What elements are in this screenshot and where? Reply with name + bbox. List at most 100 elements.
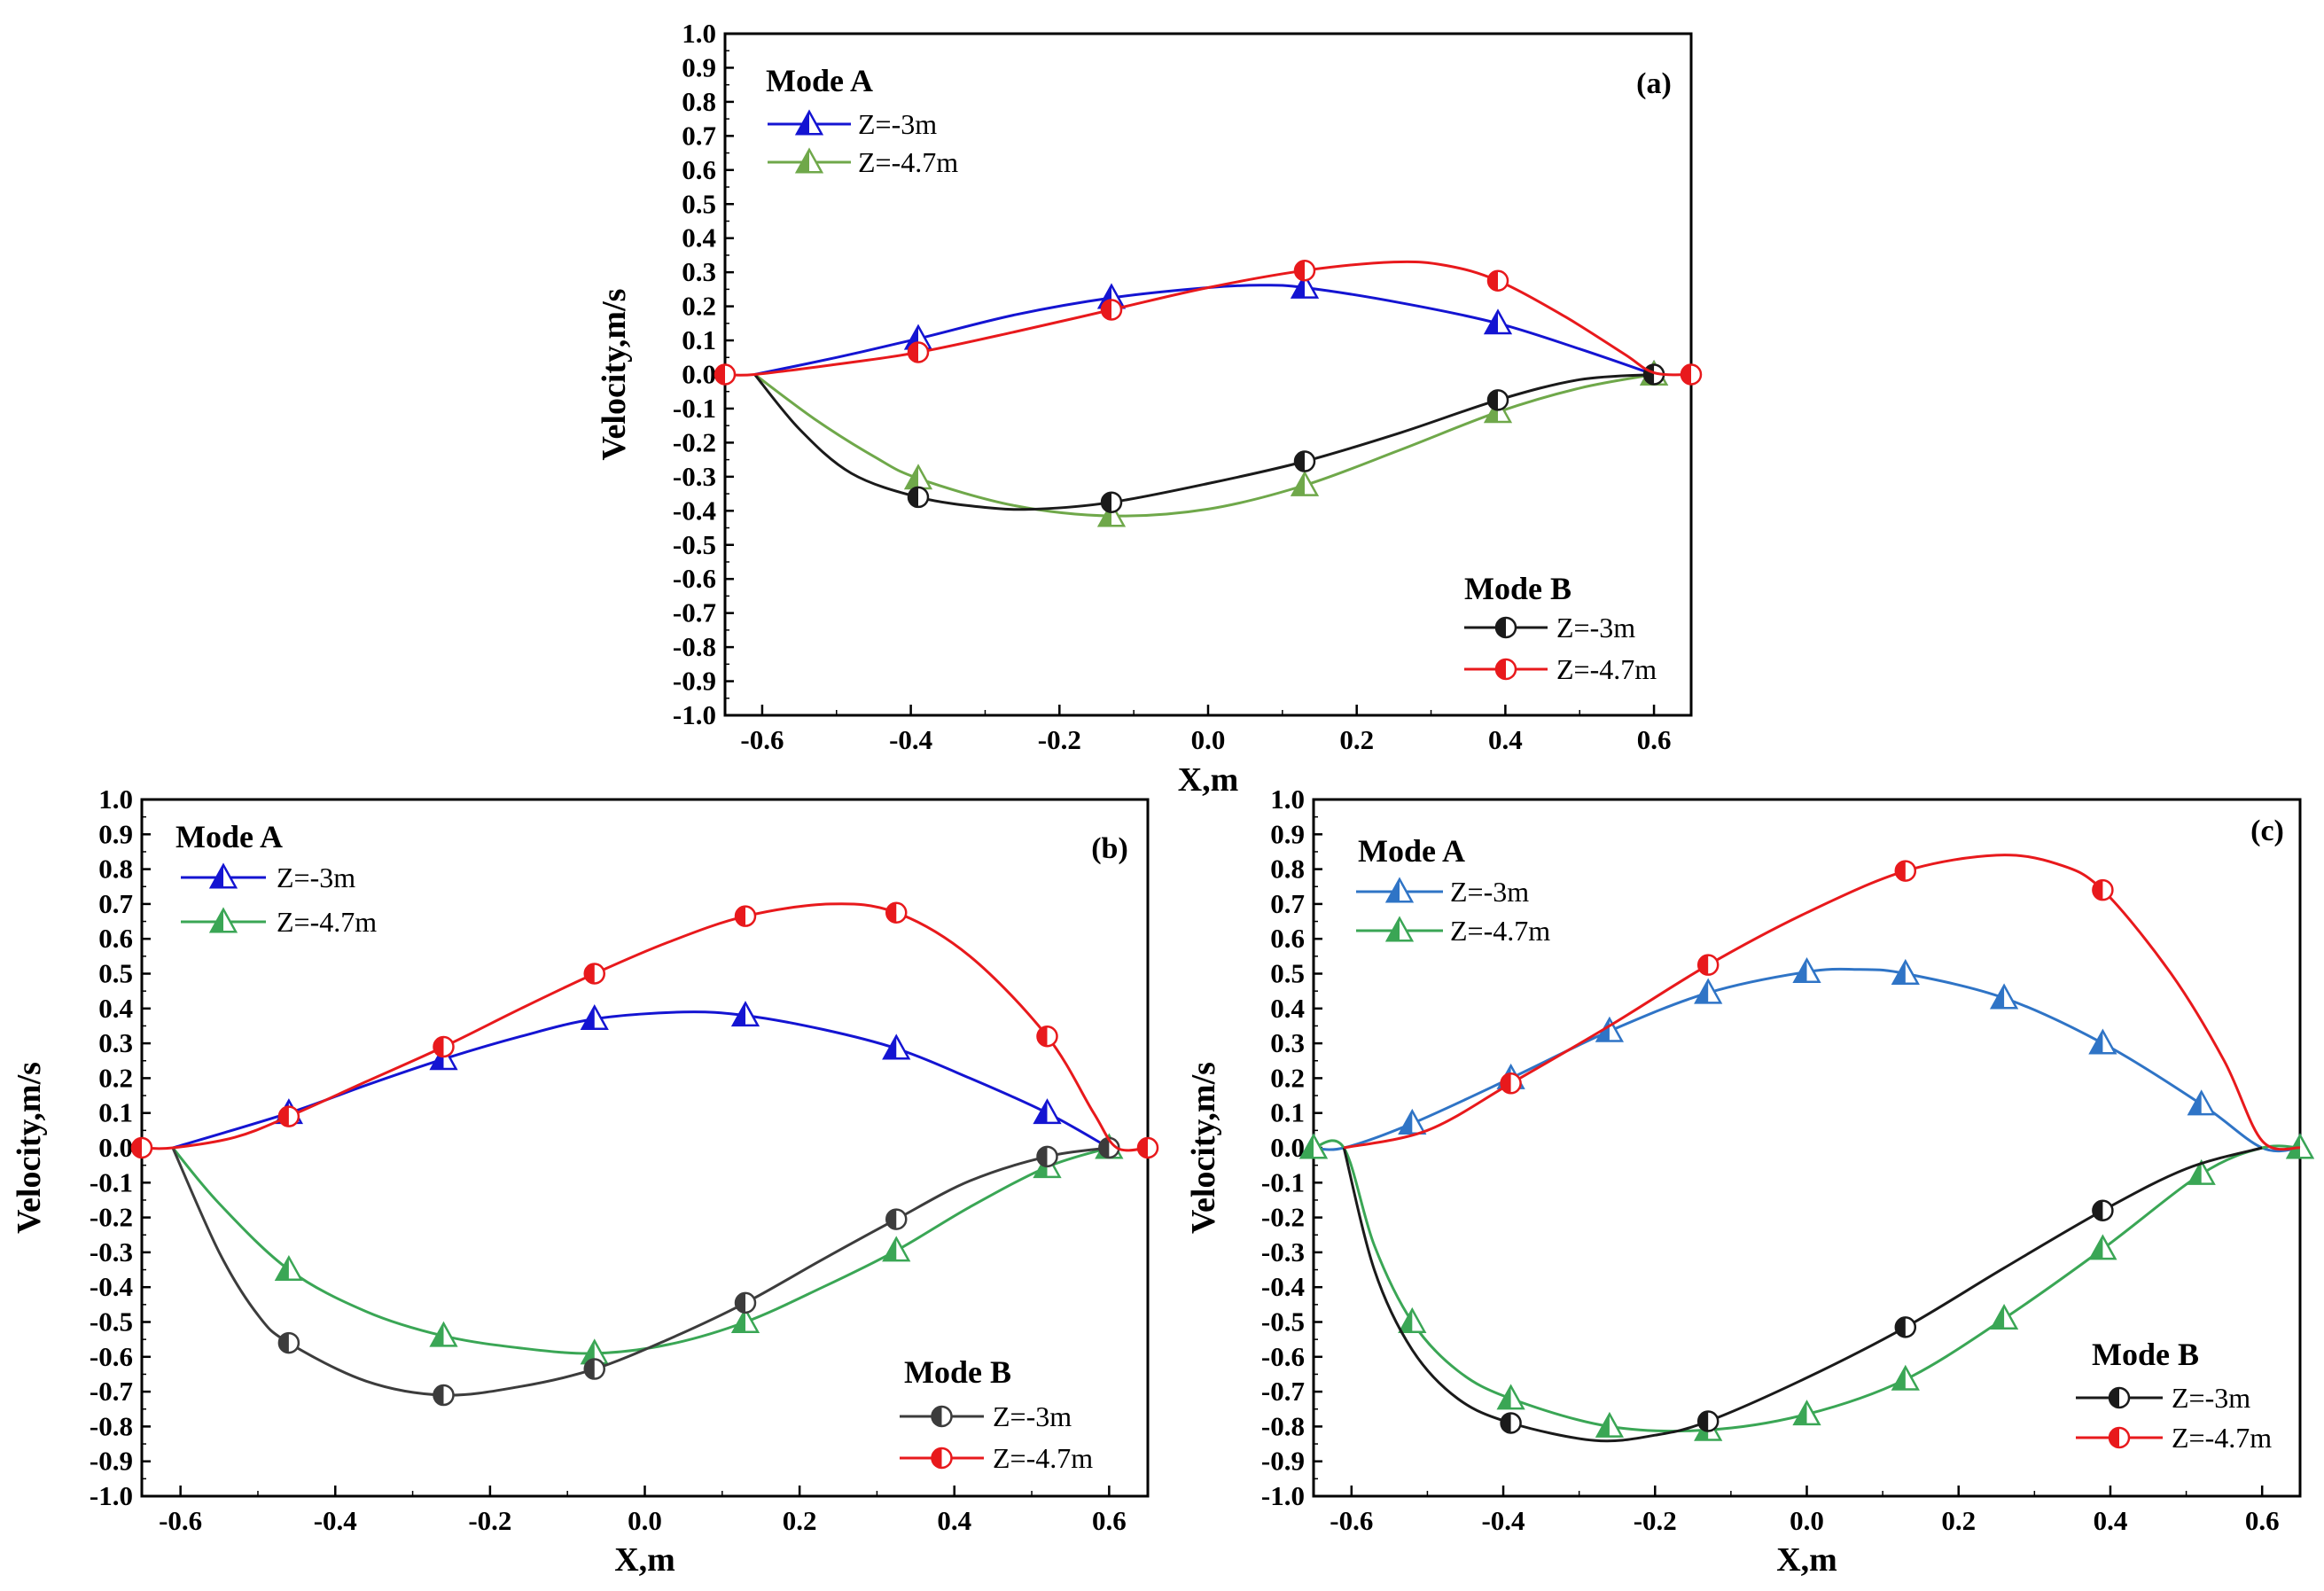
panel-a-data-point-fill bbox=[909, 487, 918, 507]
panel-a-data-point bbox=[1096, 501, 1127, 527]
panel-c-data-point-fill bbox=[1501, 1413, 1511, 1433]
panel-c-data-point-fill bbox=[2188, 1161, 2202, 1184]
panel-b-legend-marker-fill bbox=[932, 1407, 942, 1426]
panel-a: 1.00.90.80.70.60.50.40.30.20.10.0-0.1-0.… bbox=[596, 18, 1703, 799]
panel-c-data-point-fill bbox=[1992, 986, 2005, 1009]
panel-c-legend-label: Z=-3m bbox=[1450, 876, 1529, 908]
panel-c-legend-marker bbox=[2108, 1386, 2131, 1409]
panel-b-ytick-label: 0.4 bbox=[98, 993, 133, 1024]
panel-b-xtick-label: 0.0 bbox=[628, 1505, 662, 1536]
panel-c-data-point bbox=[1398, 1108, 1427, 1135]
panel-b-data-point-fill bbox=[431, 1046, 444, 1069]
panel-b-label: (b) bbox=[1091, 832, 1128, 865]
panel-a-series-b-3 bbox=[714, 259, 1703, 386]
panel-b-data-point-fill bbox=[1138, 1138, 1148, 1158]
panel-c-data-point-fill bbox=[1301, 1135, 1314, 1158]
panel-a-data-point-fill bbox=[1486, 399, 1498, 422]
panel-c-ytick-label: 0.0 bbox=[1270, 1132, 1305, 1163]
panel-a-legend-label: Z=-3m bbox=[1556, 612, 1635, 643]
panel-c-legend-marker bbox=[1384, 916, 1415, 942]
panel-a-data-point-fill bbox=[1486, 310, 1498, 334]
panel-c-data-point-fill bbox=[1892, 1367, 1906, 1390]
panel-a-data-point-fill bbox=[1488, 270, 1498, 291]
panel-a-series-a-0 bbox=[754, 272, 1669, 386]
panel-b-ytick-label: 0.2 bbox=[98, 1062, 133, 1093]
panel-a-ytick-label: 0.4 bbox=[682, 222, 716, 253]
panel-c-data-point bbox=[2187, 1089, 2216, 1116]
panel-c-legend-mode-b: Mode B Z=-3m Z=-4.7m bbox=[2076, 1337, 2272, 1454]
panel-c-ytick-label: 0.4 bbox=[1270, 993, 1305, 1024]
panel-a-data-point bbox=[1486, 269, 1509, 292]
panel-b-ytick-label: 0.5 bbox=[98, 958, 133, 989]
panel-b-data-point bbox=[885, 901, 908, 924]
panel-c-legend-marker-fill bbox=[2110, 1428, 2119, 1447]
panel-b-ytick-label: 0.0 bbox=[98, 1132, 133, 1163]
panel-c-series-a-0 bbox=[1298, 956, 2315, 1159]
panel-a-ytick-label: 0.0 bbox=[682, 359, 716, 390]
panel-a-data-point-fill bbox=[1295, 451, 1305, 472]
panel-a-ytick-label: -0.2 bbox=[673, 426, 716, 457]
panel-c-ytick-label: 0.2 bbox=[1270, 1062, 1305, 1093]
panel-a-ytick-label: 0.3 bbox=[682, 256, 716, 287]
panel-c-x-axis-label: X,m bbox=[1776, 1541, 1837, 1579]
panel-c-data-point-fill bbox=[1895, 861, 1906, 881]
panel-c-data-point bbox=[1500, 1072, 1522, 1095]
panel-c-data-point bbox=[1989, 983, 2019, 1010]
panel-b-data-point bbox=[429, 1321, 458, 1347]
panel-c-ytick-label: -0.9 bbox=[1261, 1446, 1305, 1477]
panel-a-data-point bbox=[1486, 389, 1509, 411]
panel-c-data-point-fill bbox=[1794, 1401, 1807, 1424]
panel-b-legend-label: Z=-4.7m bbox=[277, 906, 377, 938]
panel-c-data-point-fill bbox=[1596, 1414, 1610, 1437]
panel-c-data-point bbox=[1696, 1410, 1720, 1432]
panel-b-data-point bbox=[734, 905, 757, 927]
panel-c-data-point bbox=[1500, 1412, 1522, 1434]
panel-c-ytick-label: -0.5 bbox=[1261, 1306, 1305, 1338]
panel-b-xtick-label: 0.6 bbox=[1092, 1505, 1127, 1536]
panel-a-data-point-fill bbox=[1292, 275, 1305, 298]
panel-b-data-point-fill bbox=[433, 1037, 444, 1057]
panel-b-ytick-label: -0.6 bbox=[90, 1341, 133, 1372]
panel-c-data-point-fill bbox=[2093, 1200, 2103, 1221]
panel-c-ytick-label: 0.7 bbox=[1270, 888, 1305, 919]
panel-a-ytick-label: 0.9 bbox=[682, 51, 716, 82]
panel-b-data-point-fill bbox=[886, 1209, 897, 1229]
panel-b-ytick-label: -0.3 bbox=[90, 1236, 133, 1267]
panel-c-xtick-label: -0.6 bbox=[1330, 1505, 1373, 1536]
panel-a-data-point bbox=[1100, 491, 1123, 513]
panel-c-y-axis-label: Velocity,m/s bbox=[1185, 1062, 1222, 1234]
panel-b-legend-marker-fill bbox=[211, 909, 223, 932]
panel-b-data-point-fill bbox=[733, 1002, 745, 1026]
panel-a-legend-title: Mode B bbox=[1464, 571, 1571, 606]
panel-c-data-point bbox=[2092, 878, 2114, 901]
panel-b-data-point bbox=[1136, 1136, 1159, 1159]
panel-a-xtick-label: 0.4 bbox=[1488, 724, 1523, 755]
panel-a-data-point bbox=[714, 363, 737, 386]
panel-c-data-point-fill bbox=[1696, 980, 1709, 1003]
panel-a-legend-label: Z=-4.7m bbox=[1556, 653, 1657, 685]
panel-c-ytick-label: 0.8 bbox=[1270, 854, 1305, 885]
panel-b-ytick-label: -1.0 bbox=[90, 1480, 133, 1511]
panel-c-ytick-label: -0.7 bbox=[1261, 1376, 1305, 1407]
panel-c-data-point-fill bbox=[1794, 959, 1807, 982]
panel-c-data-point-fill bbox=[1498, 1385, 1511, 1409]
panel-b-ytick-label: -0.2 bbox=[90, 1202, 133, 1233]
panel-c: 1.00.90.80.70.60.50.40.30.20.10.0-0.1-0.… bbox=[1185, 784, 2315, 1579]
panel-a-xtick-label: 0.6 bbox=[1637, 724, 1672, 755]
panel-b-ytick-label: 0.3 bbox=[98, 1027, 133, 1058]
panel-a-legend-label: Z=-4.7m bbox=[858, 146, 958, 178]
panel-c-series-line bbox=[1313, 1139, 2301, 1433]
panel-c-data-point bbox=[1894, 860, 1917, 882]
panel-a-legend-marker bbox=[1494, 658, 1517, 681]
panel-b-legend-label: Z=-4.7m bbox=[993, 1442, 1093, 1474]
panel-b-ytick-label: -0.4 bbox=[90, 1271, 133, 1302]
panel-c-ytick-label: -0.2 bbox=[1261, 1202, 1305, 1233]
panel-b-data-point bbox=[882, 1033, 911, 1060]
panel-b-data-point-fill bbox=[1034, 1100, 1048, 1123]
panel-a-legend-label: Z=-3m bbox=[858, 108, 937, 140]
panel-a-ytick-label: -0.9 bbox=[673, 666, 716, 697]
panel-c-data-point bbox=[1792, 1400, 1821, 1426]
panel-a-ytick-label: -0.3 bbox=[673, 461, 716, 492]
panel-a-ytick-label: 1.0 bbox=[682, 18, 716, 49]
panel-a-ytick-label: -0.7 bbox=[673, 597, 716, 628]
